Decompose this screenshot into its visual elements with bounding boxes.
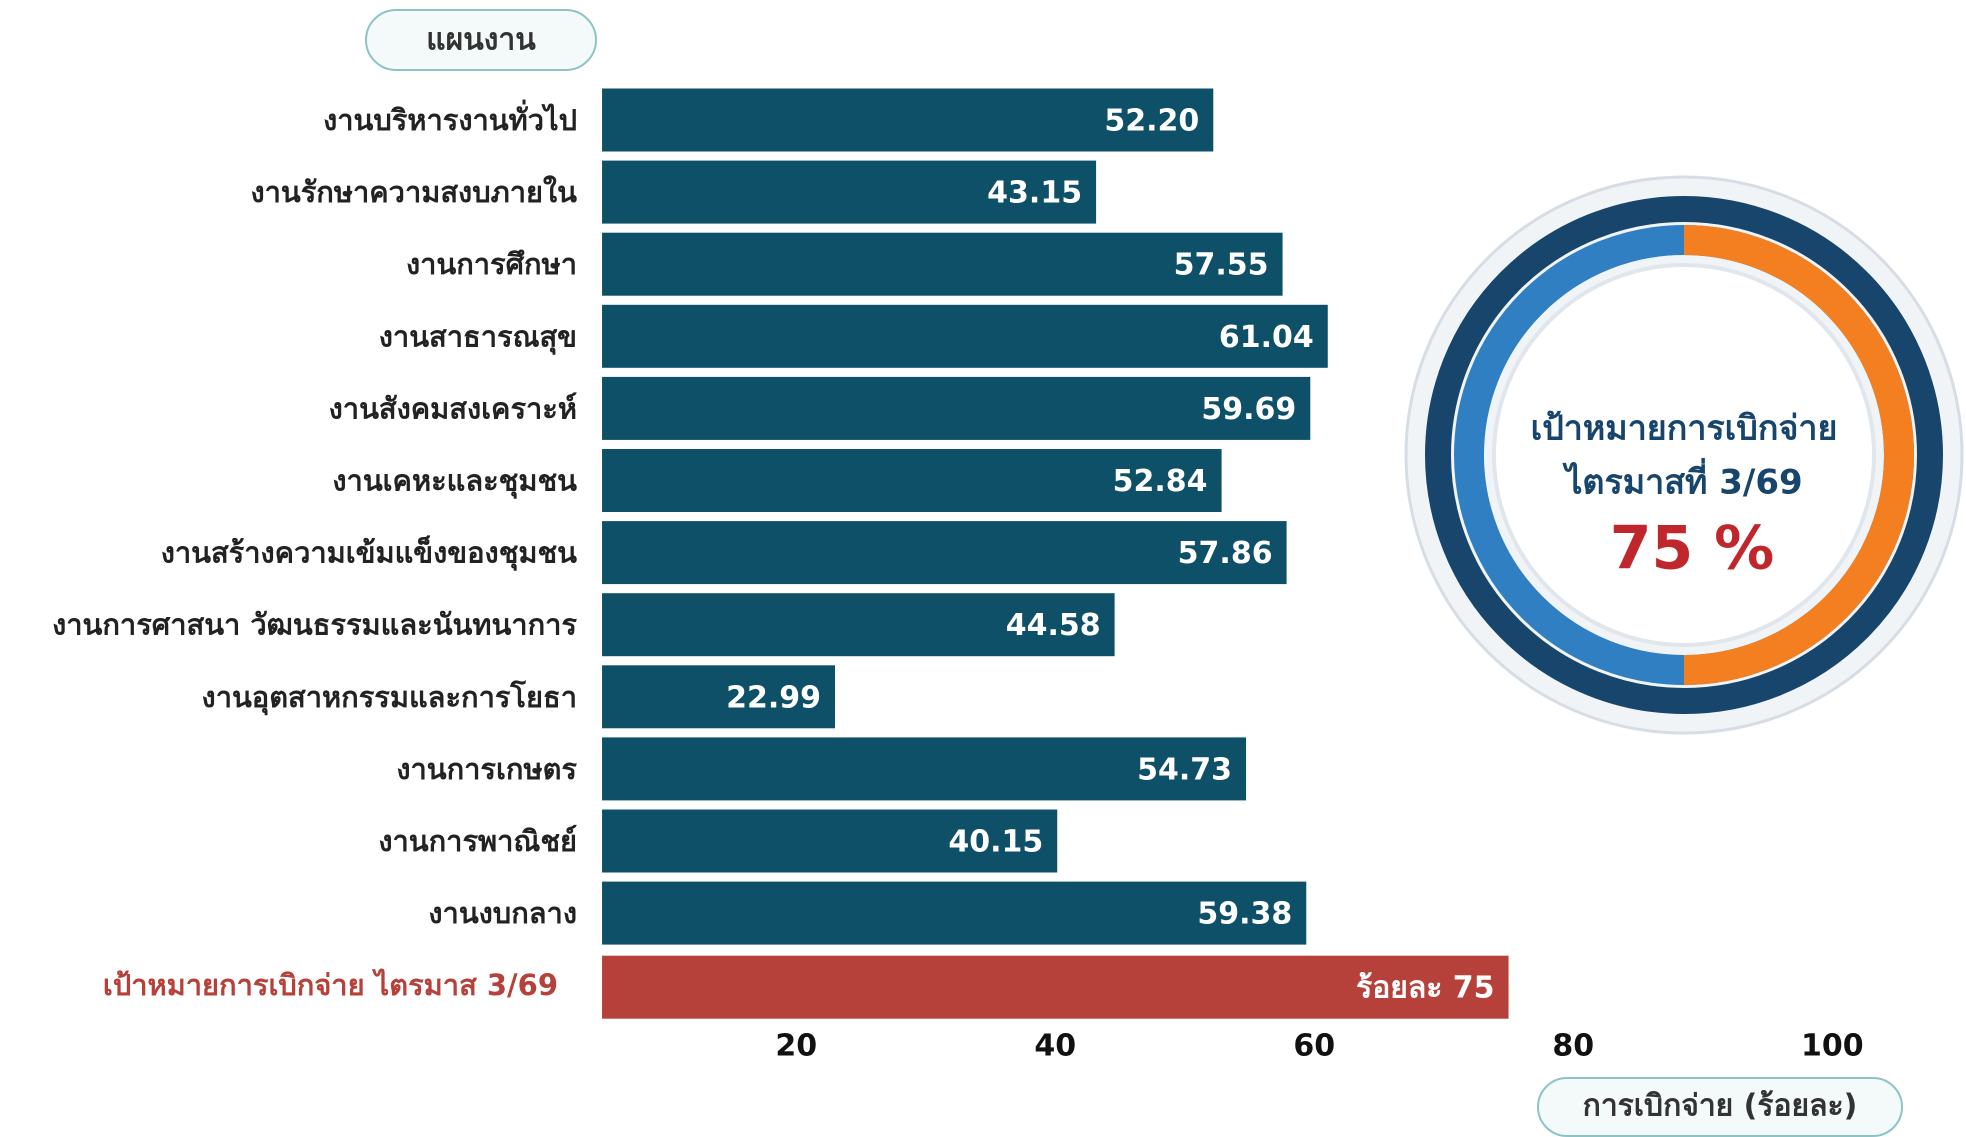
value-label: 22.99 <box>726 680 821 715</box>
x-tick-label: 80 <box>1552 1029 1594 1064</box>
category-label: งานสังคมสงเคราะห์ <box>329 391 577 425</box>
gauge <box>1406 177 1962 733</box>
category-label: งานบริหารงานทั่วไป <box>323 99 577 137</box>
value-label: 52.20 <box>1104 104 1199 139</box>
category-label: งานการศึกษา <box>406 247 577 281</box>
value-label: 57.86 <box>1178 536 1273 571</box>
gauge-value: 75 % <box>1610 514 1775 584</box>
category-label: งานการศาสนา วัฒนธรรมและนันทนาการ <box>52 608 577 642</box>
value-label: 43.15 <box>987 176 1082 211</box>
value-label: 57.55 <box>1174 248 1269 283</box>
category-label: งานรักษาความสงบภายใน <box>250 175 577 209</box>
value-label: ร้อยละ 75 <box>1356 971 1494 1006</box>
y-header: แผนงาน <box>426 23 536 58</box>
value-label: 44.58 <box>1006 608 1101 643</box>
category-label: งานงบกลาง <box>428 896 577 930</box>
target-label: เป้าหมายการเบิกจ่าย ไตรมาส 3/69 <box>103 968 558 1002</box>
x-tick-label: 20 <box>775 1029 817 1064</box>
value-label: 61.04 <box>1219 320 1314 355</box>
x-tick-label: 60 <box>1293 1029 1335 1064</box>
gauge-line1: เป้าหมายการเบิกจ่าย <box>1531 409 1838 449</box>
chart: แผนงาน การเบิกจ่าย (ร้อยละ) เป้าหมายการเ… <box>0 0 1966 1137</box>
value-label: 52.84 <box>1113 464 1208 499</box>
category-label: งานสร้างความเข้มแข็งของชุมชน <box>161 535 577 571</box>
category-label: งานการเกษตร <box>396 752 577 786</box>
category-label: งานเคหะและชุมชน <box>332 464 577 499</box>
value-label: 54.73 <box>1137 752 1232 787</box>
category-label: งานอุตสาหกรรมและการโยธา <box>202 679 577 715</box>
value-label: 59.69 <box>1201 392 1296 427</box>
value-label: 40.15 <box>948 825 1043 860</box>
gauge-line2: ไตรมาสที่ 3/69 <box>1562 458 1802 503</box>
category-label: งานการพาณิชย์ <box>378 824 577 858</box>
gauge-face <box>1494 265 1874 645</box>
category-label: งานสาธารณสุข <box>379 319 577 354</box>
x-tick-label: 40 <box>1034 1029 1076 1064</box>
value-label: 59.38 <box>1197 897 1292 932</box>
x-axis-label: การเบิกจ่าย (ร้อยละ) <box>1583 1089 1858 1124</box>
x-tick-label: 100 <box>1801 1029 1864 1064</box>
